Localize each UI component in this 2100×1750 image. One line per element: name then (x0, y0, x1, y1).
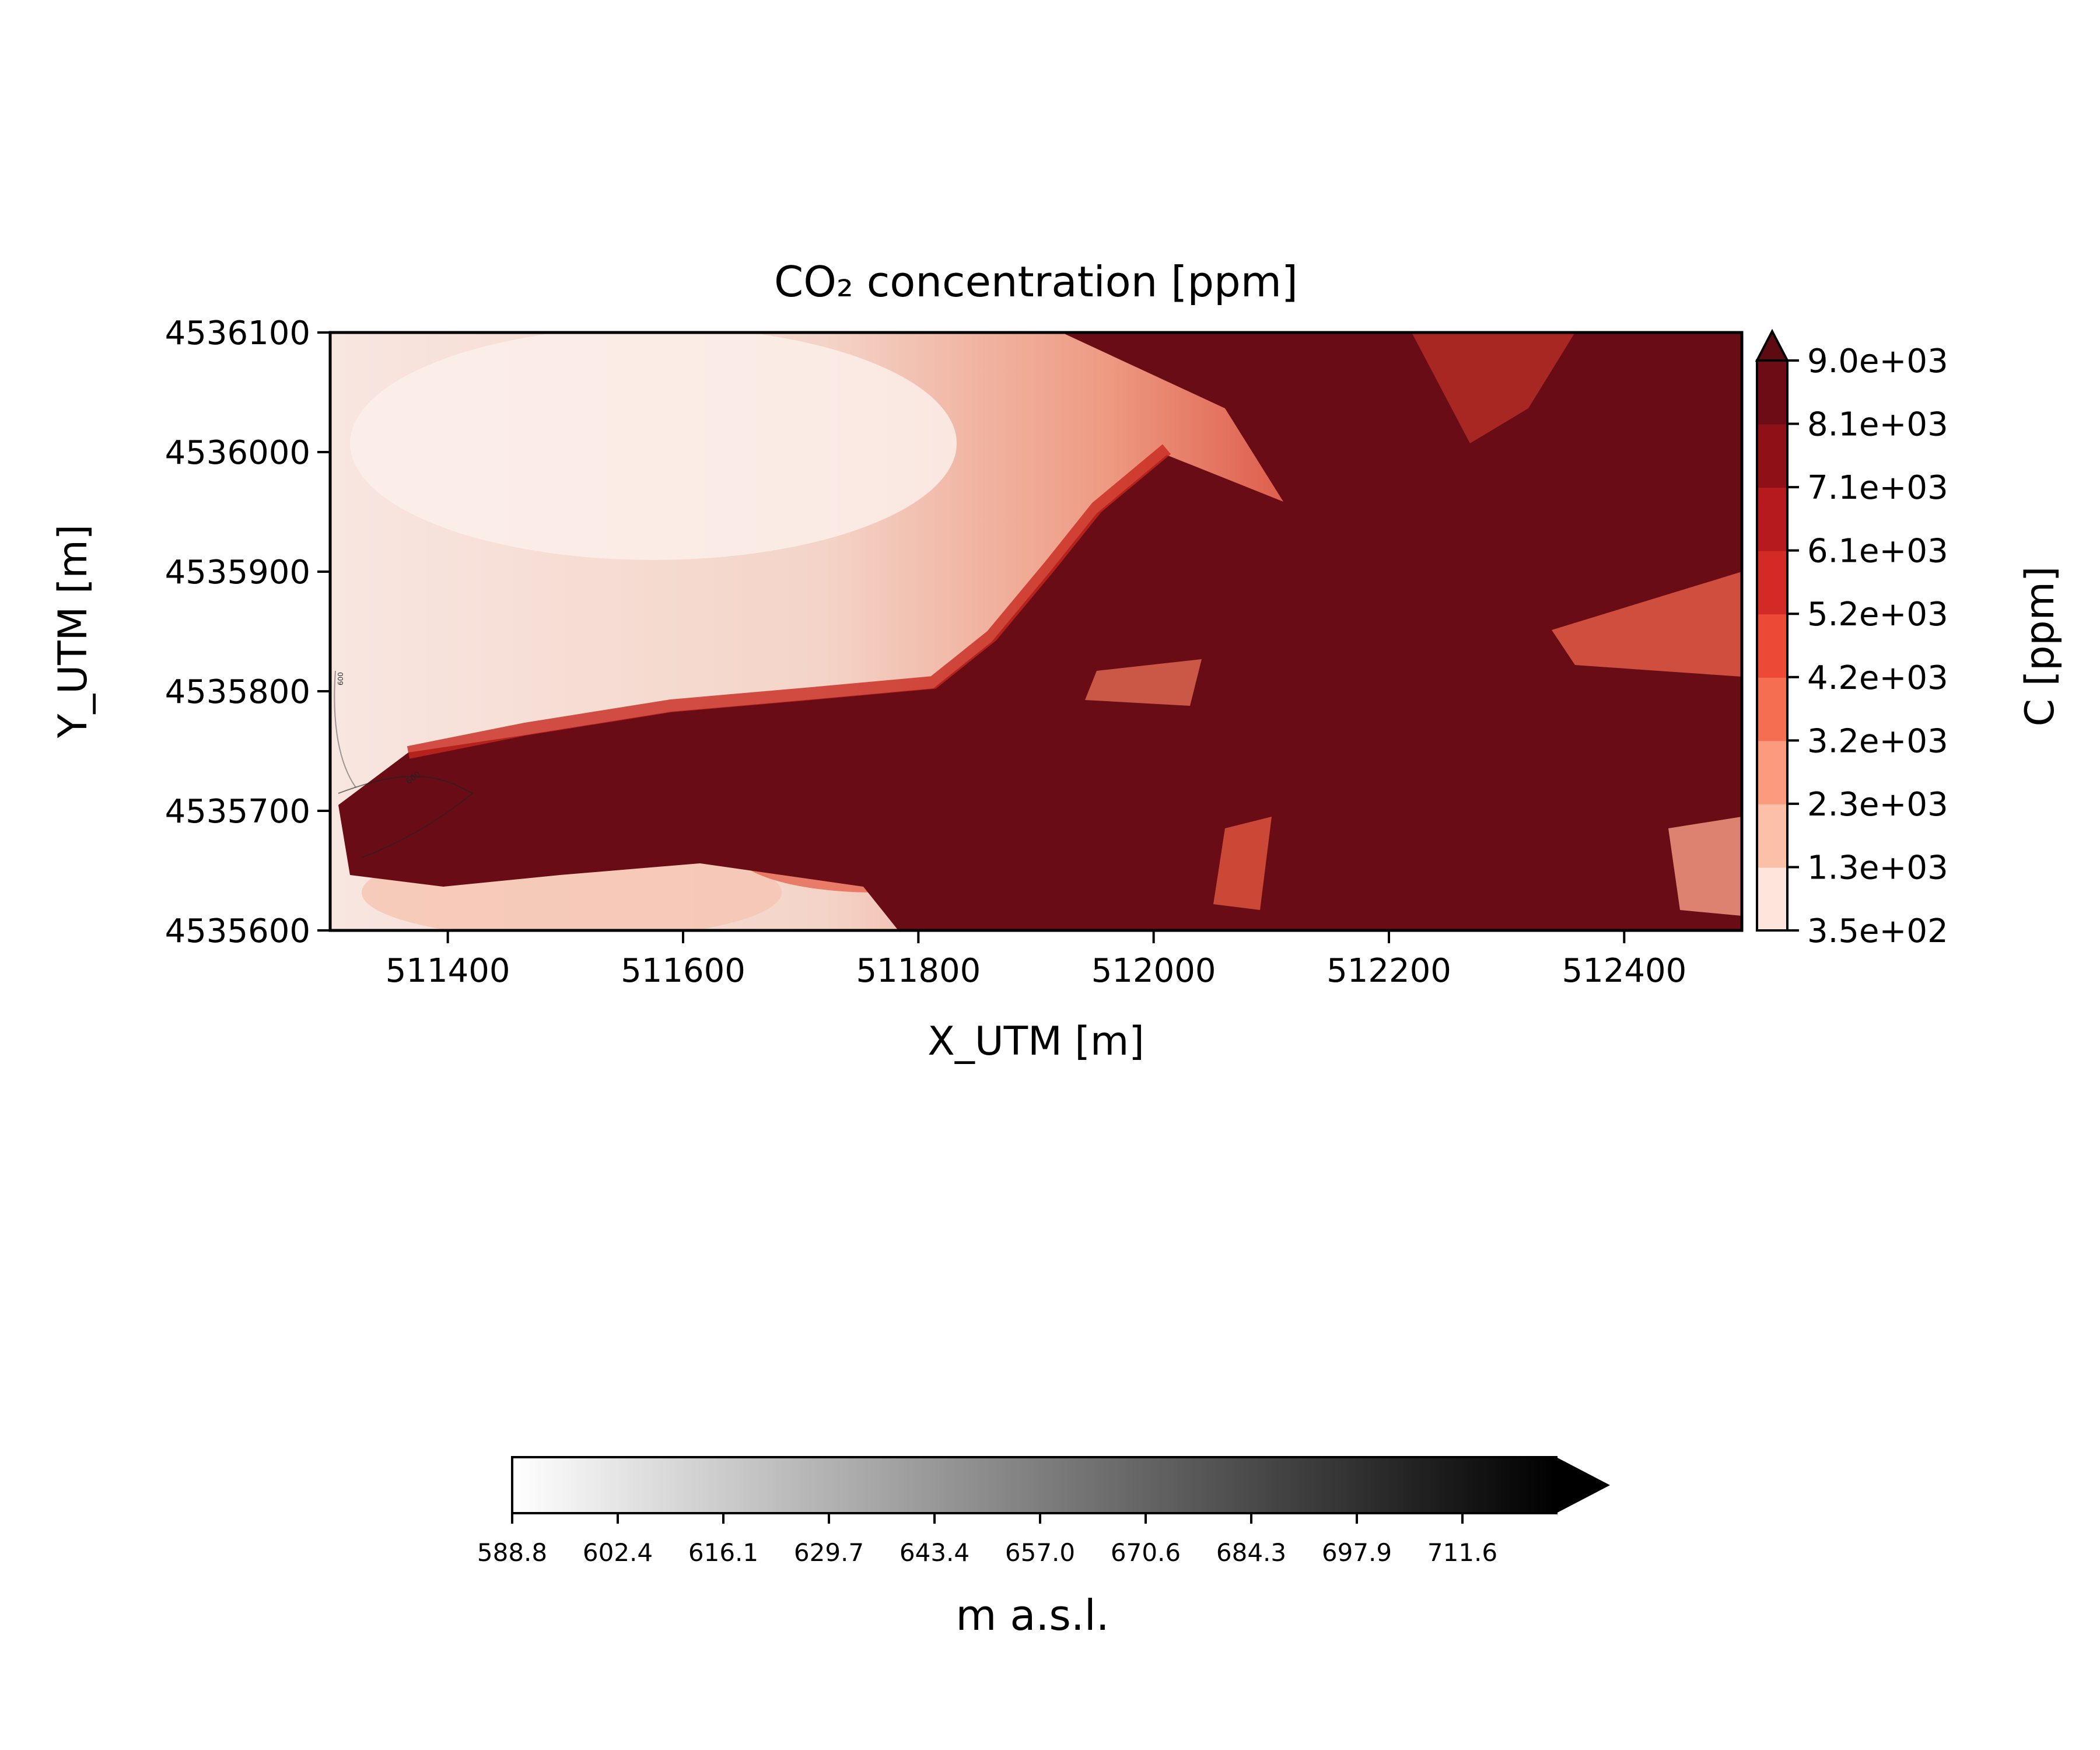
y-tick-label: 4535700 (165, 793, 310, 831)
x-tick-label: 512200 (1326, 952, 1451, 990)
colorbar-tick-label: 9.0e+03 (1807, 342, 1948, 380)
x-tick-label: 512400 (1562, 952, 1686, 990)
colorbar-band (1757, 803, 1787, 868)
colorbar-tick-label: 8.1e+03 (1807, 406, 1948, 444)
elevation-colorbar: 588.8 602.4 616.1 629.7 643.4 657.0 670.6 684.3… (477, 1456, 1610, 1567)
co2-colorbar: 3.5e+02 1.3e+03 2.3e+03 3.2e+03 4.2e+03 5.2e+… (1755, 328, 1948, 950)
elevation-colorbar-label: m a.s.l. (956, 1591, 1109, 1640)
y-axis-ticks: 4535600 4535700 4535800 4535900 4536000 45361… (165, 314, 330, 950)
x-tick-label: 511400 (386, 952, 510, 990)
elevation-tick-label: 657.0 (1005, 1538, 1075, 1567)
heatmap-field: 600 600 (330, 332, 1742, 930)
colorbar-frame (1756, 359, 1788, 932)
y-tick-label: 4535900 (165, 554, 310, 592)
field-light-patch (350, 332, 957, 560)
colorbar-tick-label: 3.2e+03 (1807, 722, 1948, 760)
elevation-colorbar-gradient (512, 1457, 1556, 1513)
inlet-patch (1213, 817, 1272, 910)
y-tick-label: 4536100 (165, 314, 310, 352)
x-tick-label: 512000 (1091, 952, 1216, 990)
elevation-colorbar-extend (1556, 1457, 1610, 1513)
colorbar-band (1757, 550, 1787, 615)
elevation-tick-label: 643.4 (900, 1538, 970, 1567)
chart-title: CO₂ concentration [ppm] (774, 257, 1298, 306)
colorbar-tick-label: 6.1e+03 (1807, 533, 1948, 570)
y-tick-label: 4535800 (165, 673, 310, 711)
elevation-tick-label: 670.6 (1111, 1538, 1181, 1567)
colorbar-extend-arrow (1755, 328, 1790, 362)
inlet-patch (1668, 817, 1742, 916)
elevation-tick-label: 684.3 (1216, 1538, 1286, 1567)
x-tick-label: 511600 (621, 952, 746, 990)
colorbar-tick-label: 7.1e+03 (1807, 469, 1948, 507)
colorbar-band (1757, 740, 1787, 804)
elevation-tick-label: 697.9 (1322, 1538, 1392, 1567)
colorbar-tick-label: 3.5e+02 (1807, 912, 1948, 950)
co2-colorbar-label: C [ppm] (2017, 566, 2063, 727)
colorbar-tick-label: 2.3e+03 (1807, 786, 1948, 824)
elevation-colorbar-ticks: 588.8 602.4 616.1 629.7 643.4 657.0 670.6 684.3… (477, 1513, 1497, 1567)
inlet-patch (1412, 332, 1575, 443)
elevation-tick-label: 602.4 (583, 1538, 653, 1567)
colorbar-band (1757, 867, 1787, 931)
colorbar-band (1757, 424, 1787, 488)
colorbar-tick-label: 1.3e+03 (1807, 849, 1948, 887)
y-tick-label: 4536000 (165, 434, 310, 472)
colorbar-tick-label: 5.2e+03 (1807, 596, 1948, 634)
inlet-patch (1085, 659, 1202, 706)
elevation-tick-label: 629.7 (794, 1538, 864, 1567)
contour-label: 600 (337, 672, 345, 685)
y-axis-label: Y_UTM [m] (50, 524, 96, 738)
y-tick-label: 4535600 (165, 912, 310, 950)
elevation-colorbar-frame (511, 1456, 1558, 1514)
colorbar-band (1757, 360, 1787, 425)
terrain-contour (334, 670, 356, 788)
inlet-patch (1552, 572, 1742, 677)
elevation-tick-label: 588.8 (477, 1538, 547, 1567)
colorbar-band (1757, 677, 1787, 741)
plume-core (338, 332, 1742, 930)
plume-edge (407, 444, 1171, 759)
x-axis-ticks: 511400 511600 511800 512000 512200 512400 (386, 930, 1686, 990)
colorbar-band (1757, 487, 1787, 551)
terrain-contour (338, 775, 474, 858)
x-axis-label: X_UTM [m] (928, 1019, 1144, 1065)
colorbar-band (1757, 614, 1787, 678)
x-tick-label: 511800 (856, 952, 981, 990)
plot-frame (328, 331, 1744, 932)
elevation-tick-label: 616.1 (688, 1538, 758, 1567)
colorbar-tick-label: 4.2e+03 (1807, 659, 1948, 697)
elevation-tick-label: 711.6 (1427, 1538, 1497, 1567)
